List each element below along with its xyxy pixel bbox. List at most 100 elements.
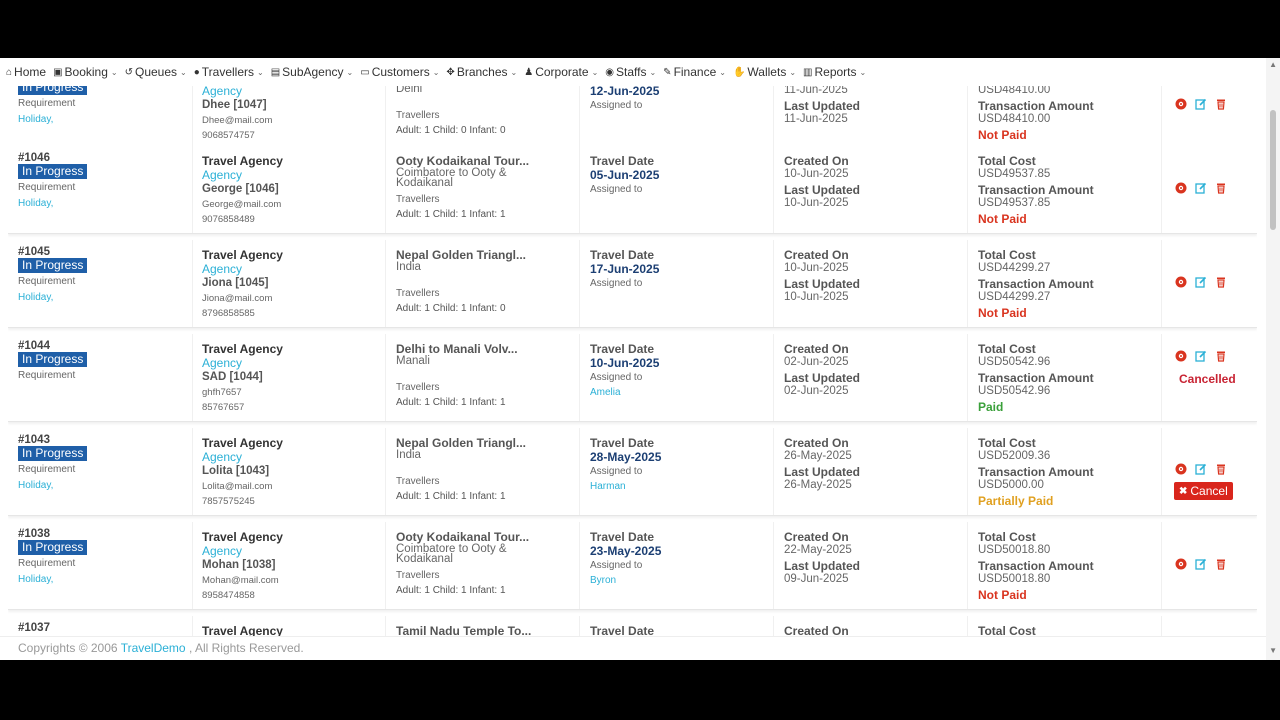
tour-name: Ooty Kodaikanal Tour...: [396, 154, 530, 168]
booking-id-cell: #1046 In Progress Requirement Holiday,: [18, 146, 188, 233]
scroll-down-icon[interactable]: ▼: [1269, 646, 1277, 655]
agency-name: Travel Agency: [202, 154, 283, 168]
pax-count: Adult: 1 Child: 1 Infant: 1: [396, 209, 506, 220]
agency-cell: Travel Agency Agency SAD [1044] ghfh7657 857…: [192, 334, 382, 421]
trash-icon[interactable]: [1215, 350, 1227, 362]
nav-item-travellers[interactable]: ● Travellers ⌄: [194, 65, 264, 79]
dates-cell: Created On 10-Jun-2025 Last Updated 10-Jun-…: [773, 240, 963, 327]
tour-cell: Ooty Kodaikanal Tour... Coimbatore to Oot…: [385, 146, 575, 233]
cancel-button[interactable]: ✖ Cancel: [1174, 482, 1233, 500]
trash-icon[interactable]: [1215, 463, 1227, 475]
pax-count: Adult: 1 Child: 1 Infant: 1: [396, 585, 506, 596]
edit-icon[interactable]: [1195, 558, 1207, 570]
transaction-label: Transaction Amount: [978, 99, 1094, 113]
trash-icon[interactable]: [1215, 98, 1227, 110]
travellers-label: Travellers: [396, 476, 440, 487]
booking-row[interactable]: #1044 In Progress Requirement Travel Agency…: [8, 334, 1257, 422]
sitemap-icon: ✥: [446, 66, 455, 78]
customer-phone: 7857575245: [202, 496, 255, 507]
booking-row[interactable]: #1045 In Progress Requirement Holiday, Trave…: [8, 240, 1257, 328]
nav-item-wallets[interactable]: ✋ Wallets ⌄: [733, 65, 796, 79]
nav-item-customers[interactable]: ▭ Customers ⌄: [360, 65, 439, 79]
nav-item-branches[interactable]: ✥ Branches ⌄: [446, 65, 517, 79]
edit-icon[interactable]: [1195, 182, 1207, 194]
scroll-thumb[interactable]: [1270, 110, 1276, 230]
tour-cell: Ooty Kodaikanal Tour... Coimbatore to Oot…: [385, 522, 575, 609]
pax-count: Adult: 1 Child: 0 Infant: 0: [396, 125, 506, 136]
total-cost-label: Total Cost: [978, 530, 1036, 544]
edit-icon[interactable]: [1195, 463, 1207, 475]
assigned-staff[interactable]: Byron: [590, 575, 617, 586]
view-icon[interactable]: [1175, 350, 1187, 362]
customer-email: Dhee@mail.com: [202, 115, 273, 126]
view-icon[interactable]: [1175, 276, 1187, 288]
booking-id[interactable]: #1045: [18, 246, 50, 258]
cost-cell: Total Cost: [967, 616, 1157, 646]
handshake-icon: ✋: [732, 66, 746, 78]
travel-date-cell: Travel Date: [579, 616, 769, 646]
total-cost-label: Total Cost: [978, 154, 1036, 168]
customer-phone: 8796858585: [202, 308, 255, 319]
nav-item-queues[interactable]: ↺ Queues ⌄: [125, 65, 187, 79]
payment-status: Not Paid: [978, 212, 1027, 226]
actions-cell: [1161, 86, 1257, 149]
total-cost: USD44299.27: [978, 262, 1051, 274]
view-icon[interactable]: [1175, 182, 1187, 194]
view-icon[interactable]: [1175, 98, 1187, 110]
nav-item-finance[interactable]: ✎ Finance ⌄: [663, 65, 726, 79]
agency-name: Travel Agency: [202, 530, 283, 544]
booking-id[interactable]: #1037: [18, 622, 50, 634]
assigned-staff[interactable]: Amelia: [590, 387, 621, 398]
top-nav: ⌂ Home ▣ Booking ⌄ ↺ Queues ⌄ ● Travellers ⌄ ▤ SubAg…: [0, 58, 1266, 86]
travel-date-label: Travel Date: [590, 624, 655, 638]
travel-date-cell: Travel Date 10-Jun-2025 Assigned to Amelia: [579, 334, 769, 421]
booking-row[interactable]: #1038 In Progress Requirement Holiday, Trave…: [8, 522, 1257, 610]
row-actions: [1175, 276, 1235, 288]
booking-row[interactable]: In Progress Requirement Holiday, Agency Dhee…: [8, 86, 1257, 150]
view-icon[interactable]: [1175, 463, 1187, 475]
agency-name: Travel Agency: [202, 436, 283, 450]
trash-icon[interactable]: [1215, 276, 1227, 288]
vertical-scrollbar[interactable]: ▲ ▼: [1266, 58, 1280, 660]
status-badge: In Progress: [18, 540, 88, 555]
customer-phone: 8958474858: [202, 590, 255, 601]
total-cost-label: Total Cost: [978, 342, 1036, 356]
booking-id-cell: #1043 In Progress Requirement Holiday,: [18, 428, 188, 515]
nav-item-subagency[interactable]: ▤ SubAgency ⌄: [271, 65, 354, 79]
assigned-staff[interactable]: Harman: [590, 481, 626, 492]
transaction-label: Transaction Amount: [978, 277, 1094, 291]
trash-icon[interactable]: [1215, 558, 1227, 570]
nav-item-home[interactable]: ⌂ Home: [6, 65, 46, 79]
nav-item-booking[interactable]: ▣ Booking ⌄: [53, 65, 118, 79]
row-actions: [1175, 98, 1235, 110]
updated-label: Last Updated: [784, 277, 861, 291]
travel-date-label: Travel Date: [590, 248, 655, 262]
booking-row[interactable]: #1043 In Progress Requirement Holiday, Trave…: [8, 428, 1257, 516]
booking-id[interactable]: #1044: [18, 340, 50, 352]
nav-item-corporate[interactable]: ♟ Corporate ⌄: [524, 65, 598, 79]
view-icon[interactable]: [1175, 558, 1187, 570]
chevron-down-icon: ⌄: [432, 67, 440, 77]
total-cost: USD52009.36: [978, 450, 1051, 462]
actions-cell: [1161, 146, 1257, 233]
booking-id[interactable]: #1038: [18, 528, 50, 540]
edit-icon[interactable]: [1195, 350, 1207, 362]
booking-row[interactable]: #1046 In Progress Requirement Holiday, Trave…: [8, 146, 1257, 234]
created-date: 11-Jun-2025: [784, 86, 848, 96]
booking-id[interactable]: #1043: [18, 434, 50, 446]
payment-status: Not Paid: [978, 306, 1027, 320]
trash-icon[interactable]: [1215, 182, 1227, 194]
footer-brand-link[interactable]: TravelDemo: [120, 641, 186, 655]
cost-cell: Total Cost USD50542.96 Transaction Amount U…: [967, 334, 1157, 421]
edit-icon[interactable]: [1195, 276, 1207, 288]
status-badge: In Progress: [18, 164, 88, 179]
chevron-down-icon: ⌄: [789, 67, 797, 77]
scroll-up-icon[interactable]: ▲: [1269, 60, 1277, 69]
nav-item-staffs[interactable]: ◉ Staffs ⌄: [605, 65, 656, 79]
nav-item-label: Corporate: [535, 65, 589, 79]
edit-icon[interactable]: [1195, 98, 1207, 110]
nav-item-reports[interactable]: ▥ Reports ⌄: [803, 65, 866, 79]
booking-id[interactable]: #1046: [18, 152, 50, 164]
actions-cell: Cancelled: [1161, 334, 1257, 421]
payment-status: Not Paid: [978, 588, 1027, 602]
